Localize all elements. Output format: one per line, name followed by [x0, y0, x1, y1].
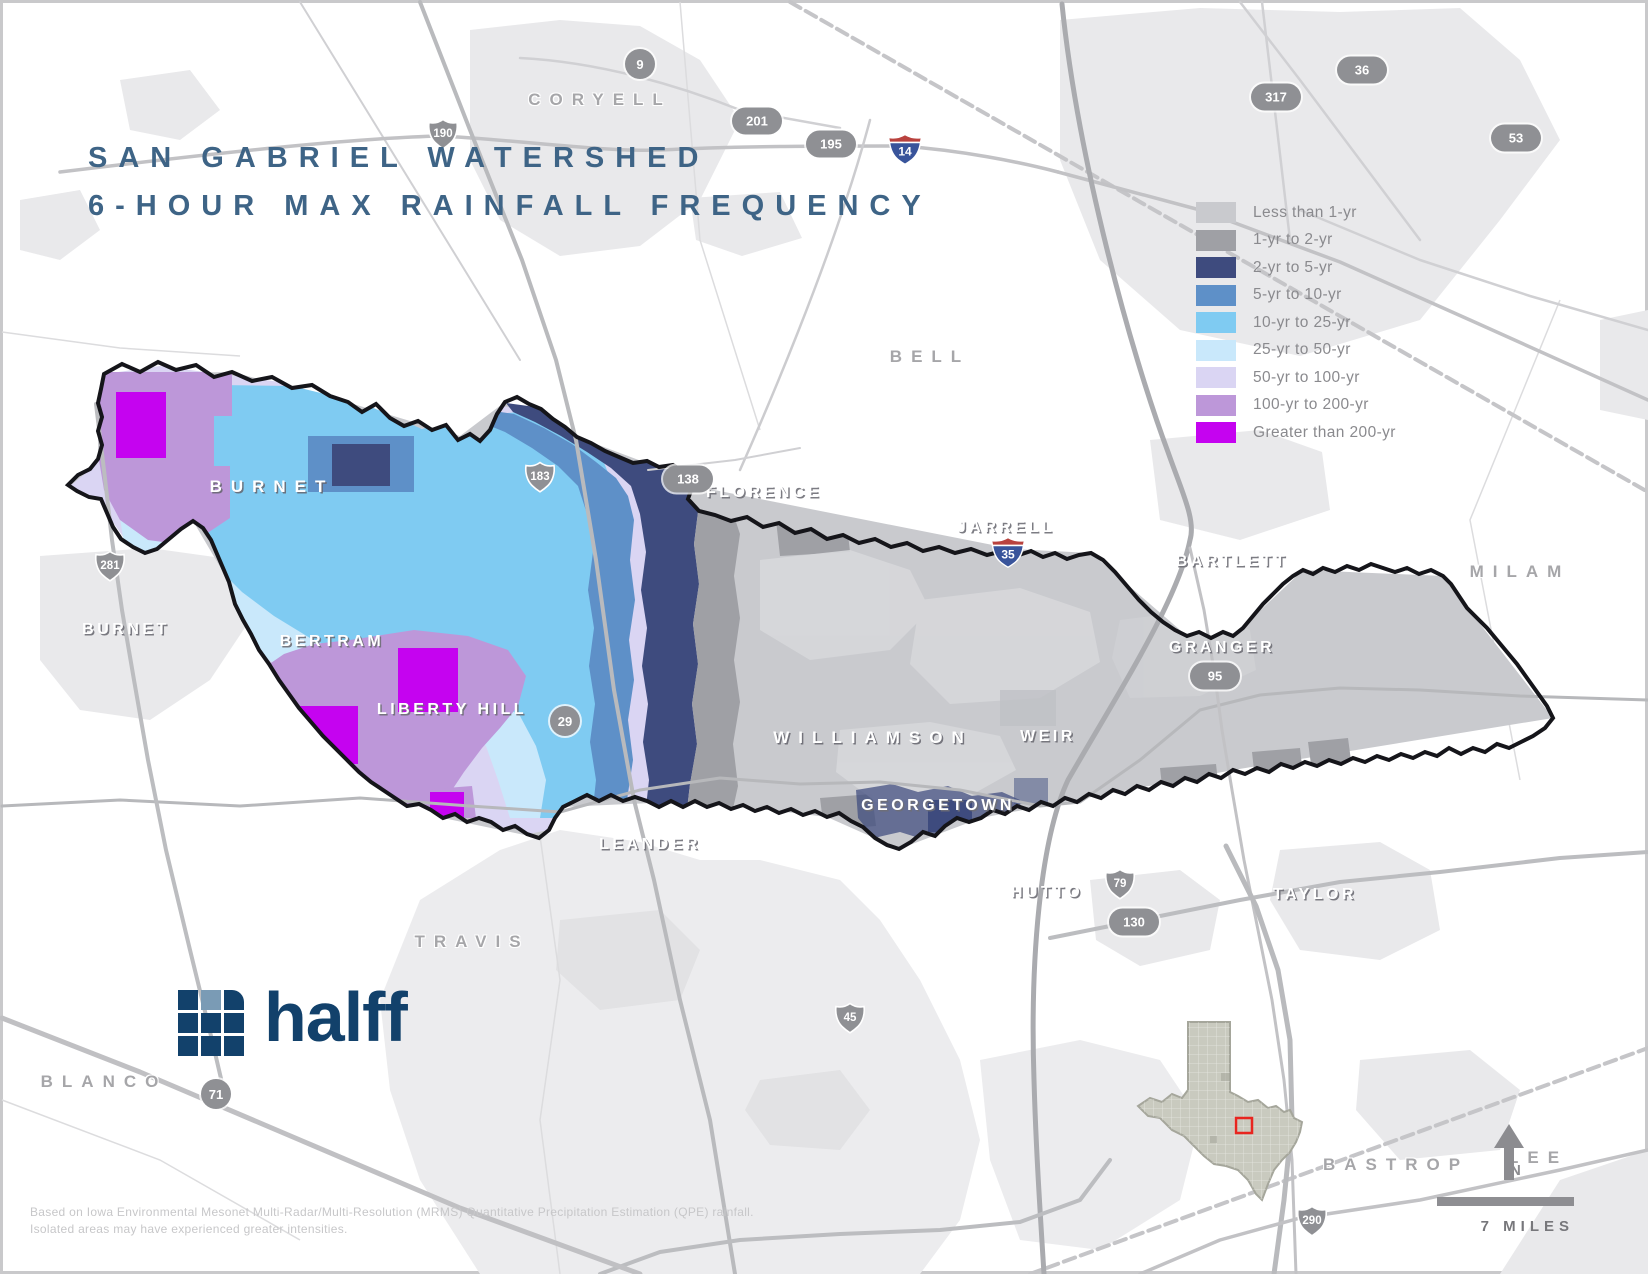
legend-item: 25-yr to 50-yr — [1196, 337, 1396, 365]
railroad — [1028, 1046, 1648, 1274]
legend-swatch — [1196, 339, 1236, 361]
legend-swatch — [1196, 202, 1236, 224]
road-us71 — [0, 1015, 643, 1274]
road-us190 — [58, 134, 1060, 174]
road-sh95 — [1188, 546, 1298, 1274]
watershed-boundary — [64, 359, 1556, 852]
legend-item: 100-yr to 200-yr — [1196, 392, 1396, 420]
urban-texture-dark — [1000, 690, 1056, 726]
legend-swatch — [1196, 257, 1236, 279]
road-sh45 — [598, 1158, 1112, 1274]
road-sh29 — [0, 686, 1648, 814]
legend-label: Less than 1-yr — [1253, 203, 1357, 221]
road-sh130 — [1223, 843, 1295, 1274]
legend-label: Greater than 200-yr — [1253, 423, 1396, 441]
legend-item: 50-yr to 100-yr — [1196, 364, 1396, 392]
road-us290 — [1138, 1148, 1648, 1274]
legend-swatch — [1196, 367, 1236, 389]
raster-zone-1-2 — [686, 486, 740, 818]
halff-logo-wordmark: halff — [264, 978, 408, 1056]
legend-swatch — [1196, 422, 1236, 444]
north-arrow: N — [1486, 1122, 1532, 1189]
raster-zone-5-10 — [478, 409, 635, 818]
legend-item: 10-yr to 25-yr — [1196, 309, 1396, 337]
watershed-locator-box — [1234, 1116, 1254, 1135]
map-title: SAN GABRIEL WATERSHED 6-HOUR MAX RAINFAL… — [88, 134, 932, 230]
legend-label: 25-yr to 50-yr — [1253, 341, 1351, 359]
road-us183 — [418, 0, 737, 1274]
legend-swatch — [1196, 312, 1236, 334]
scale-bar-line — [1437, 1197, 1574, 1206]
source-note: Based on Iowa Environmental Mesonet Mult… — [30, 1204, 754, 1238]
legend-item: Less than 1-yr — [1196, 199, 1396, 227]
raster-zone-2-5 — [332, 444, 390, 486]
texas-inset — [1136, 1021, 1304, 1202]
halff-logo-icon — [178, 990, 244, 1056]
road-sh36 — [1238, 0, 1422, 242]
raster-zone-10-25 — [148, 385, 616, 818]
legend-label: 5-yr to 10-yr — [1253, 286, 1342, 304]
legend-label: 10-yr to 25-yr — [1253, 313, 1351, 331]
source-note-line2: Isolated areas may have experienced grea… — [30, 1222, 348, 1236]
raster-zone-2-5 — [506, 403, 699, 818]
scale-bar-label: 7 MILES — [1480, 1218, 1574, 1235]
map-title-line2: 6-HOUR MAX RAINFALL FREQUENCY — [88, 190, 932, 222]
legend-label: 2-yr to 5-yr — [1253, 258, 1333, 276]
legend: Less than 1-yr 1-yr to 2-yr 2-yr to 5-yr 5-… — [1196, 199, 1396, 447]
source-note-line1: Based on Iowa Environmental Mesonet Mult… — [30, 1205, 754, 1219]
legend-label: 100-yr to 200-yr — [1253, 396, 1369, 414]
legend-label: 50-yr to 100-yr — [1253, 368, 1360, 386]
raster-zone-gt200 — [398, 648, 458, 712]
road-i14 — [1056, 170, 1648, 402]
raster-zone-2-5-georgetown — [1014, 778, 1048, 804]
legend-item: 5-yr to 10-yr — [1196, 282, 1396, 310]
urban-areas — [20, 8, 1648, 1274]
halff-logo: halff — [178, 978, 408, 1056]
legend-item: 2-yr to 5-yr — [1196, 254, 1396, 282]
north-arrow-icon — [1494, 1124, 1524, 1180]
legend-swatch — [1196, 284, 1236, 306]
road-sh317 — [1260, 0, 1292, 242]
legend-item: 1-yr to 2-yr — [1196, 227, 1396, 255]
legend-swatch — [1196, 394, 1236, 416]
raster-zone-gt200 — [116, 392, 166, 458]
raster-zone-gt200 — [292, 706, 358, 764]
texas-county-grid — [1138, 1022, 1302, 1200]
road-sh195 — [738, 118, 872, 472]
road-sh53 — [1298, 208, 1648, 332]
north-label: N — [1510, 1162, 1521, 1179]
legend-swatch — [1196, 229, 1236, 251]
legend-label: 1-yr to 2-yr — [1253, 231, 1333, 249]
urban-texture — [760, 550, 1256, 802]
scale-bar: 7 MILES — [1437, 1197, 1574, 1235]
legend-item: Greater than 200-yr — [1196, 419, 1396, 447]
road-i35 — [1030, 1, 1194, 1274]
map-title-line1: SAN GABRIEL WATERSHED — [88, 142, 710, 174]
